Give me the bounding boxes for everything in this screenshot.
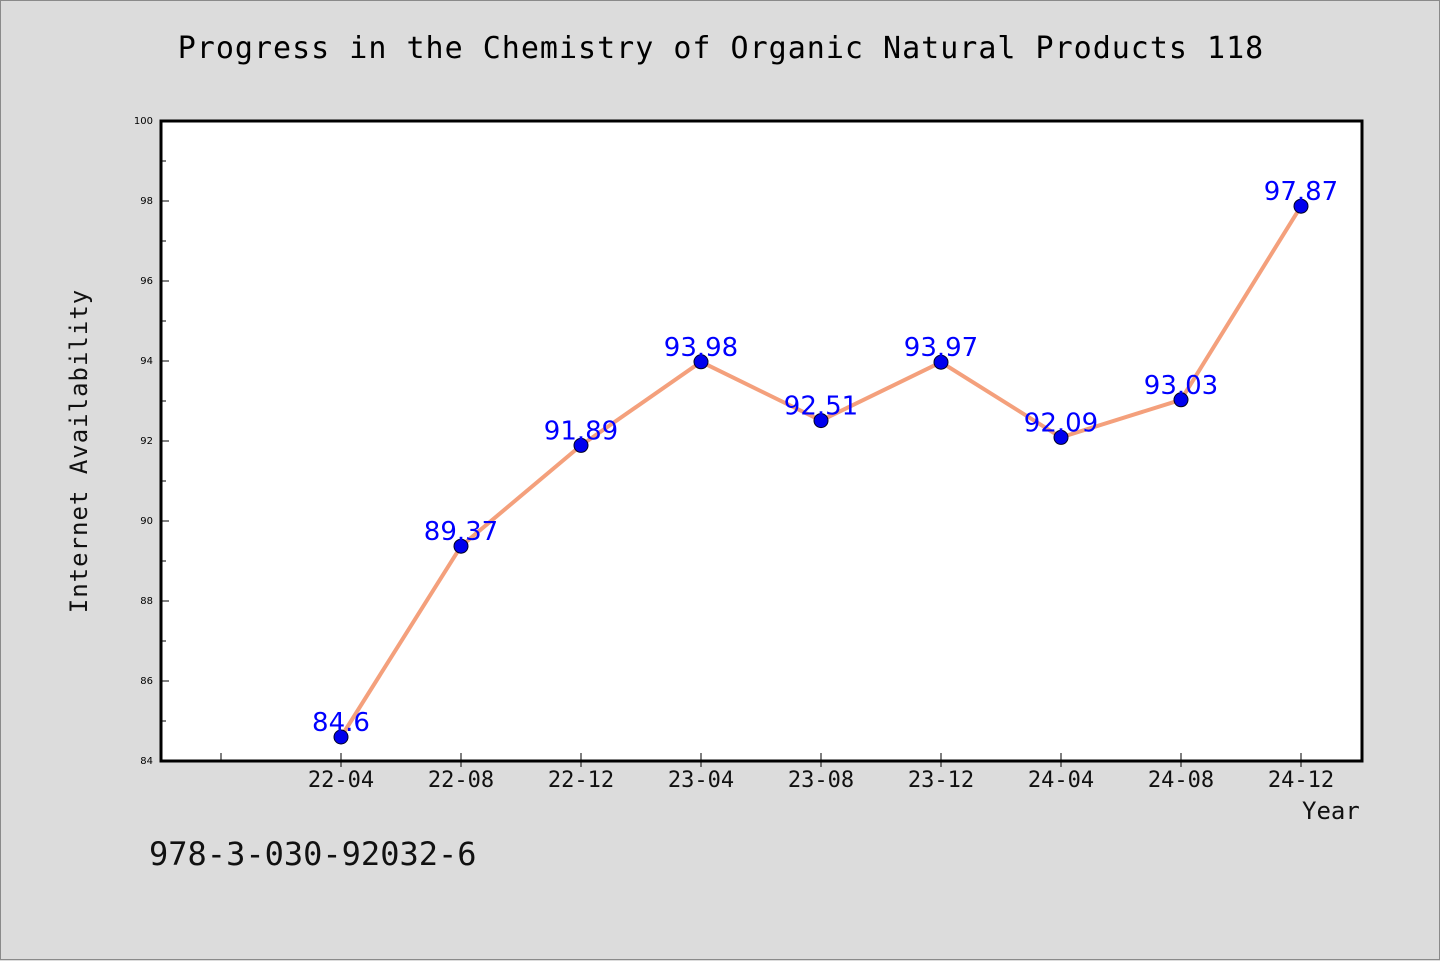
- y-tick-label: 92: [140, 436, 153, 447]
- x-tick-label: 23-08: [788, 768, 854, 793]
- data-label: 97.87: [1264, 177, 1338, 207]
- y-tick-label: 100: [134, 116, 153, 127]
- data-label: 92.51: [784, 392, 858, 422]
- data-point: [333, 729, 349, 745]
- isbn-text: 978-3-030-92032-6: [149, 835, 477, 873]
- y-tick-label: 98: [140, 196, 153, 207]
- y-tick-label: 84: [140, 756, 153, 767]
- data-label: 89.37: [424, 517, 498, 547]
- data-point: [1053, 429, 1069, 445]
- data-label: 93.03: [1144, 371, 1218, 401]
- x-tick-label: 23-04: [668, 768, 734, 793]
- data-point: [453, 538, 469, 554]
- data-point: [813, 413, 829, 429]
- y-tick-label: 96: [140, 276, 153, 287]
- data-point: [693, 354, 709, 370]
- y-tick-label: 88: [140, 596, 153, 607]
- data-label: 91.89: [544, 416, 618, 446]
- y-tick-label: 86: [140, 676, 153, 687]
- y-tick-label: 90: [140, 516, 153, 527]
- x-tick-label: 22-08: [428, 768, 494, 793]
- data-label: 93.98: [664, 333, 738, 363]
- data-label: 92.09: [1024, 408, 1098, 438]
- x-axis-label: Year: [1302, 797, 1360, 825]
- data-label: 93.97: [904, 333, 978, 363]
- data-point: [573, 437, 589, 453]
- plot-area: [161, 121, 1362, 761]
- data-point: [1293, 198, 1309, 214]
- data-label: 84.6: [312, 708, 370, 738]
- data-point: [933, 354, 949, 370]
- x-tick-label: 24-12: [1268, 768, 1334, 793]
- x-tick-label: 22-12: [548, 768, 614, 793]
- x-tick-label: 24-04: [1028, 768, 1094, 793]
- y-tick-label: 94: [140, 356, 153, 367]
- data-point: [1173, 392, 1189, 408]
- chart-title: Progress in the Chemistry of Organic Nat…: [177, 31, 1265, 66]
- x-tick-label: 22-04: [308, 768, 374, 793]
- plot-frame: [159, 119, 1364, 763]
- x-tick-label: 23-12: [908, 768, 974, 793]
- x-tick-label: 24-08: [1148, 768, 1214, 793]
